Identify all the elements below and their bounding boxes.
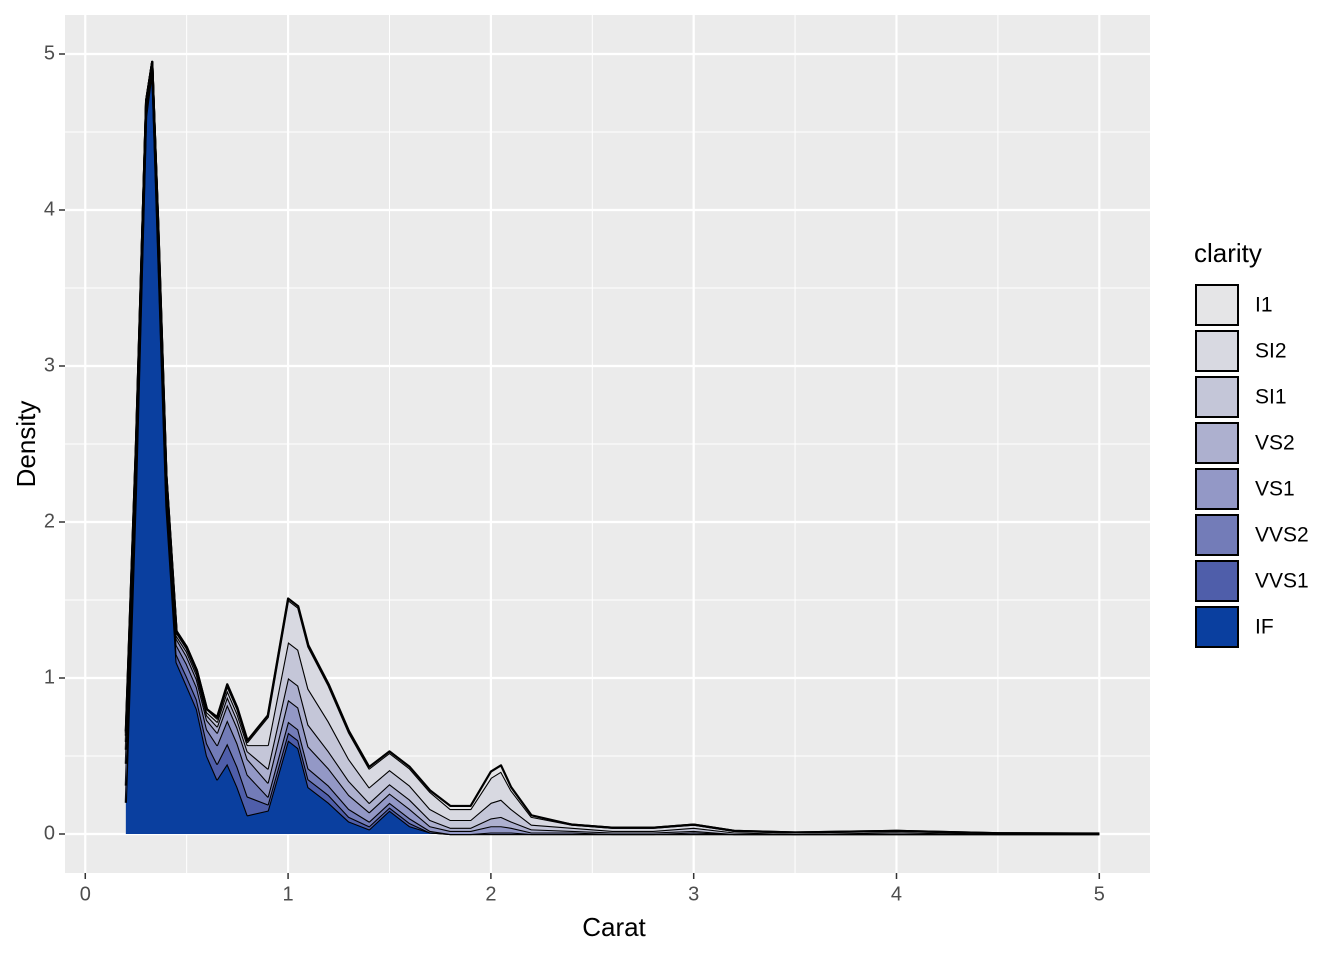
y-tick-label: 4 xyxy=(44,198,55,220)
x-tick-label: 4 xyxy=(891,883,902,905)
x-tick-label: 1 xyxy=(283,883,294,905)
y-tick-label: 0 xyxy=(44,822,55,844)
legend-label: SI1 xyxy=(1255,386,1287,409)
y-axis-title: Density xyxy=(11,401,41,488)
x-tick-label: 3 xyxy=(688,883,699,905)
legend-label: VS1 xyxy=(1255,478,1295,501)
legend-key xyxy=(1195,606,1239,648)
legend-key xyxy=(1195,330,1239,372)
legend-label: SI2 xyxy=(1255,340,1287,363)
legend-key xyxy=(1195,514,1239,556)
x-tick-label: 2 xyxy=(485,883,496,905)
x-axis-title: Carat xyxy=(582,912,646,942)
y-tick-label: 3 xyxy=(44,354,55,376)
y-tick-label: 5 xyxy=(44,42,55,64)
x-tick-label: 5 xyxy=(1094,883,1105,905)
y-tick-label: 2 xyxy=(44,510,55,532)
legend-label: VVS2 xyxy=(1255,524,1309,547)
legend-key xyxy=(1195,376,1239,418)
legend-title: clarity xyxy=(1194,238,1262,268)
legend-label: IF xyxy=(1255,616,1274,639)
y-tick-label: 1 xyxy=(44,666,55,688)
plot-layer xyxy=(65,15,1150,873)
legend-key xyxy=(1195,560,1239,602)
legend-key xyxy=(1195,422,1239,464)
density-area xyxy=(125,68,1100,835)
x-tick-label: 0 xyxy=(80,883,91,905)
legend-label: I1 xyxy=(1255,294,1273,317)
legend-key xyxy=(1195,284,1239,326)
density-outline xyxy=(124,60,1100,835)
legend-label: VVS1 xyxy=(1255,570,1309,593)
legend-key xyxy=(1195,468,1239,510)
legend-label: VS2 xyxy=(1255,432,1295,455)
